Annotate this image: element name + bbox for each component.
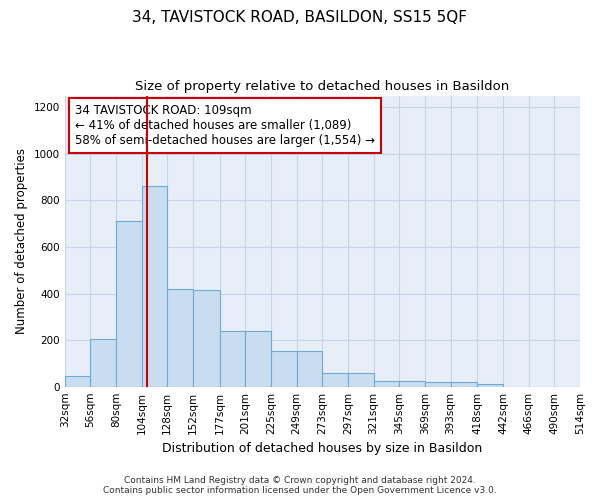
Y-axis label: Number of detached properties: Number of detached properties [15, 148, 28, 334]
Bar [322, 372, 348, 386]
Bar [425, 382, 451, 386]
Bar [478, 384, 503, 386]
Bar [348, 372, 374, 386]
Bar [245, 331, 271, 386]
Bar [220, 331, 245, 386]
Text: 34, TAVISTOCK ROAD, BASILDON, SS15 5QF: 34, TAVISTOCK ROAD, BASILDON, SS15 5QF [133, 10, 467, 25]
Bar [400, 381, 425, 386]
Bar [271, 350, 296, 386]
Bar [142, 186, 167, 386]
Bar [193, 290, 220, 386]
Bar [451, 382, 478, 386]
Bar [65, 376, 91, 386]
Title: Size of property relative to detached houses in Basildon: Size of property relative to detached ho… [135, 80, 509, 93]
Text: 34 TAVISTOCK ROAD: 109sqm
← 41% of detached houses are smaller (1,089)
58% of se: 34 TAVISTOCK ROAD: 109sqm ← 41% of detac… [75, 104, 375, 148]
Bar [116, 222, 142, 386]
X-axis label: Distribution of detached houses by size in Basildon: Distribution of detached houses by size … [162, 442, 482, 455]
Bar [374, 381, 400, 386]
Bar [91, 339, 116, 386]
Bar [296, 350, 322, 386]
Bar [167, 289, 193, 386]
Text: Contains HM Land Registry data © Crown copyright and database right 2024.
Contai: Contains HM Land Registry data © Crown c… [103, 476, 497, 495]
